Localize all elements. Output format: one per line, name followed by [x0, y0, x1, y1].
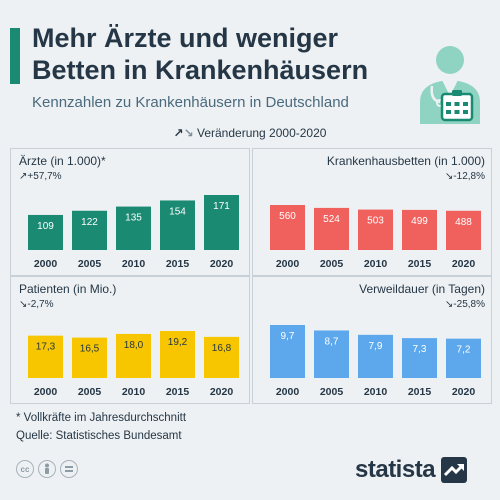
x-tick-label: 2005	[320, 386, 344, 398]
bar-2015	[160, 331, 195, 378]
data-label: 17,3	[36, 342, 56, 353]
bar-2020	[446, 210, 481, 250]
x-tick-label: 2005	[320, 258, 344, 270]
data-label: 18,0	[124, 340, 144, 351]
nd-icon	[60, 460, 78, 478]
statista-logo-icon	[441, 457, 468, 483]
x-tick-label: 2015	[166, 386, 190, 398]
bar-2020	[446, 338, 481, 378]
data-label: 19,2	[168, 337, 188, 348]
page-title: Mehr Ärzte und weniger Betten in Kranken…	[32, 22, 368, 86]
bar-2000	[28, 335, 63, 378]
data-label: 503	[367, 216, 384, 227]
license-icons: cc	[16, 460, 78, 478]
x-tick-label: 2010	[122, 386, 146, 398]
legend-label: Veränderung 2000-2020	[197, 126, 327, 140]
bar-2015	[402, 209, 437, 250]
data-label: 154	[169, 206, 186, 217]
bar-2010	[358, 209, 393, 250]
chart-title: Krankenhausbetten (in 1.000)	[327, 154, 485, 168]
chart-title: Patienten (in Mio.)	[19, 282, 116, 296]
change-indicator: ↘-25,8%	[445, 299, 485, 310]
statista-logo[interactable]: statista	[355, 456, 468, 484]
arrow-up-icon: ↗	[173, 126, 184, 140]
data-label: 16,5	[80, 344, 100, 355]
x-tick-label: 2000	[34, 386, 58, 398]
x-tick-label: 2020	[210, 258, 234, 270]
panel-verweildauer: Verweildauer (in Tagen) ↘-25,8% 9,7 2000 8,7…	[252, 276, 492, 404]
x-tick-label: 2020	[452, 258, 476, 270]
x-tick-label: 2010	[364, 386, 388, 398]
data-label: 8,7	[325, 336, 339, 347]
footnote: * Vollkräfte im Jahresdurchschnitt	[16, 412, 187, 424]
source-note: Quelle: Statistisches Bundesamt	[16, 430, 182, 442]
page-subtitle: Kennzahlen zu Krankenhäusern in Deutschl…	[32, 94, 349, 111]
bar-2010	[116, 206, 151, 250]
bar-2000	[28, 214, 63, 250]
bar-2015	[402, 338, 437, 378]
data-label: 171	[213, 201, 230, 212]
chart-legend: ↗↘ Veränderung 2000-2020	[0, 126, 500, 140]
x-tick-label: 2015	[408, 386, 432, 398]
data-label: 9,7	[281, 331, 295, 342]
cc-icon: cc	[16, 460, 34, 478]
bar-2000	[270, 205, 305, 250]
chart-title: Verweildauer (in Tagen)	[359, 282, 485, 296]
change-indicator: ↘-12,8%	[445, 171, 485, 182]
title-line-1: Mehr Ärzte und weniger	[32, 23, 339, 53]
bar-2000	[270, 325, 305, 378]
panel-patienten: Patienten (in Mio.) ↘-2,7% 17,3 2000 16,5 200…	[10, 276, 250, 404]
x-tick-label: 2000	[276, 386, 300, 398]
x-tick-label: 2000	[34, 258, 58, 270]
x-tick-label: 2020	[210, 386, 234, 398]
data-label: 7,9	[369, 341, 383, 352]
change-indicator: ↗+57,7%	[19, 171, 62, 182]
bar-2005	[314, 207, 349, 250]
x-tick-label: 2015	[408, 258, 432, 270]
bar-2020	[204, 195, 239, 250]
bar-2005	[314, 330, 349, 378]
bar-2005	[72, 337, 107, 378]
x-tick-label: 2015	[166, 258, 190, 270]
arrow-down-icon: ↘	[183, 126, 194, 140]
data-label: 135	[125, 213, 142, 224]
doctor-clipboard-icon	[420, 46, 480, 124]
x-tick-label: 2020	[452, 386, 476, 398]
x-tick-label: 2000	[276, 258, 300, 270]
x-tick-label: 2005	[78, 258, 102, 270]
panel-aerzte: Ärzte (in 1.000)* ↗+57,7% 109 2000 122 2005 13…	[10, 148, 250, 276]
data-label: 7,3	[413, 344, 427, 355]
change-indicator: ↘-2,7%	[19, 299, 54, 310]
data-label: 7,2	[457, 345, 471, 356]
x-tick-label: 2005	[78, 386, 102, 398]
data-label: 16,8	[212, 343, 232, 354]
bar-2010	[116, 333, 151, 378]
chart-title: Ärzte (in 1.000)*	[19, 154, 106, 168]
data-label: 488	[455, 217, 472, 228]
x-tick-label: 2010	[122, 258, 146, 270]
by-icon	[38, 460, 56, 478]
bar-2015	[160, 200, 195, 250]
data-label: 109	[37, 221, 54, 232]
title-line-2: Betten in Krankenhäusern	[32, 55, 369, 85]
x-tick-label: 2010	[364, 258, 388, 270]
data-label: 524	[323, 214, 340, 225]
panel-krankenhausbetten: Krankenhausbetten (in 1.000) ↘-12,8% 560 20…	[252, 148, 492, 276]
brand-name: statista	[355, 456, 436, 483]
bar-2020	[204, 336, 239, 378]
title-accent-bar	[10, 28, 20, 84]
bar-2005	[72, 210, 107, 250]
data-label: 499	[411, 216, 428, 227]
data-label: 122	[81, 217, 98, 228]
data-label: 560	[279, 211, 296, 222]
bar-2010	[358, 334, 393, 378]
